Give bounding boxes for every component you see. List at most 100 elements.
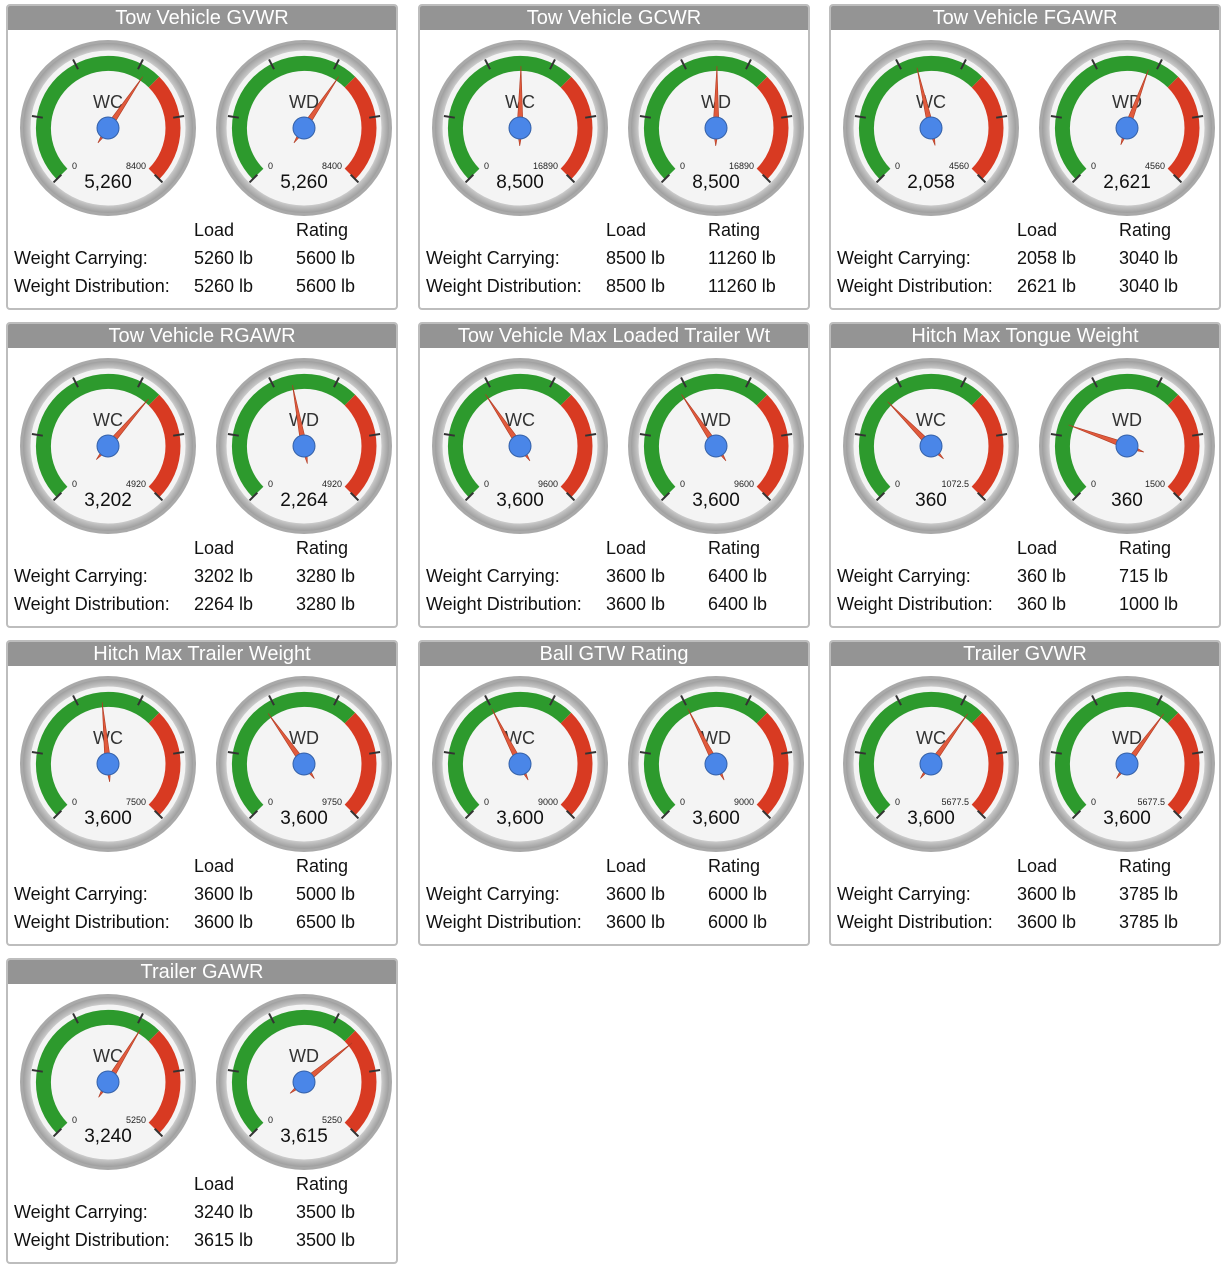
gauge-tick [52, 491, 63, 502]
gauge-value: 360 [915, 490, 947, 511]
gauge-red-zone [971, 76, 1004, 180]
gauge-hub [508, 434, 532, 458]
weight-carrying-row: Weight Carrying: 2058 lb 3040 lb [837, 244, 1217, 272]
rating-cell: Rating [708, 220, 761, 240]
weight-distribution-row: Weight Distribution: 3600 lb 6400 lb [426, 590, 806, 618]
gauge-tick [268, 376, 275, 388]
gauge-red-zone [344, 76, 377, 180]
gauge-tick [1156, 694, 1163, 706]
weight-distribution-gauge: WD 0 1500 360 [1037, 356, 1217, 536]
gauge-tick [996, 432, 1008, 437]
gauge-tick [1192, 114, 1204, 119]
gauge-tick [153, 491, 164, 502]
weight-carrying-gauge: WC 0 7500 3,600 [18, 674, 198, 854]
table-header-row: Load Rating [426, 216, 806, 244]
gauge-tick [227, 1068, 239, 1073]
gauge-panel: Tow Vehicle GVWR WC 0 8400 5,260 WD 0 8400 5,260… [6, 4, 398, 310]
weight-carrying-row: Weight Carrying: 5260 lb 5600 lb [14, 244, 394, 272]
gauge-panel: Tow Vehicle FGAWR WC 0 4560 2,058 WD 0 4560 2,62… [829, 4, 1221, 310]
gauge-tick [349, 809, 360, 820]
gauge-tick [639, 432, 651, 437]
gauge-max-label: 9000 [538, 797, 558, 807]
gauge-red-zone [560, 76, 593, 180]
row-label: Weight Carrying: [14, 884, 148, 904]
gauge-green-zone [231, 1009, 356, 1134]
gauge-hub [919, 116, 943, 140]
gauge-value: 3,202 [84, 490, 132, 511]
gauge-green-zone [1054, 373, 1179, 498]
gauge-tick [248, 173, 259, 184]
load-cell: 3600 lb [606, 594, 666, 614]
gauge-tick [31, 1068, 43, 1073]
gauge-tick [484, 376, 491, 388]
gauge-label: WC [93, 728, 123, 748]
rating-cell: Rating [1119, 538, 1172, 558]
gauge-hub [96, 752, 120, 776]
weight-distribution-row: Weight Distribution: 8500 lb 11260 lb [426, 272, 806, 300]
load-cell: Load [1017, 220, 1058, 240]
weight-carrying-gauge: WC 0 5250 3,240 [18, 992, 198, 1172]
rating-cell: 6000 lb [708, 912, 768, 932]
load-rating-table: Load Rating Weight Carrying: 8500 lb 11260 l… [426, 216, 806, 300]
gauge-value: 3,600 [1103, 808, 1151, 829]
gauge-tick [227, 750, 239, 755]
gauge-tick [680, 694, 687, 706]
gauge-tick [895, 694, 902, 706]
rating-cell: Rating [1119, 220, 1172, 240]
load-cell: 2621 lb [1017, 276, 1077, 296]
weight-carrying-row: Weight Carrying: 3600 lb 5000 lb [14, 880, 394, 908]
gauge-red-zone [756, 76, 789, 180]
gauge-max-label: 4920 [322, 479, 342, 489]
gauge-red-zone [148, 712, 181, 816]
weight-distribution-gauge: WD 0 4560 2,621 [1037, 38, 1217, 218]
weight-carrying-gauge: WC 0 4920 3,202 [18, 356, 198, 536]
gauge-tick [1172, 173, 1183, 184]
gauge-tick [1071, 491, 1082, 502]
gauge-min-label: 0 [268, 479, 273, 489]
row-label: Weight Carrying: [14, 248, 148, 268]
gauge-tick [52, 1127, 63, 1138]
load-cell: 2058 lb [1017, 248, 1077, 268]
panel-title: Tow Vehicle Max Loaded Trailer Wt [420, 324, 808, 348]
panel-title: Tow Vehicle FGAWR [831, 6, 1219, 30]
rating-cell: 3280 lb [296, 566, 356, 586]
gauge-red-zone [148, 1030, 181, 1134]
gauge-tick [1091, 694, 1098, 706]
gauge-tick [895, 58, 902, 70]
gauge-max-label: 5250 [322, 1115, 342, 1125]
gauge-hub [508, 752, 532, 776]
weight-distribution-gauge: WD0168908,500 [626, 38, 806, 218]
gauge-max-label: 9000 [734, 797, 754, 807]
gauge-max-label: 5677.5 [1137, 797, 1165, 807]
gauge-max-label: 8400 [126, 161, 146, 171]
gauge-red-zone [560, 394, 593, 498]
gauge-min-label: 0 [895, 797, 900, 807]
gauge-tick [333, 376, 340, 388]
load-rating-table: Load Rating Weight Carrying: 3600 lb 6000 lb… [426, 852, 806, 936]
load-rating-table: Load Rating Weight Carrying: 5260 lb 5600 lb… [14, 216, 394, 300]
gauge-value: 3,600 [692, 808, 740, 829]
gauge-red-zone [971, 712, 1004, 816]
gauge-tick [31, 114, 43, 119]
gauge-panel: Trailer GAWR WC 0 5250 3,240 WD 0 5250 3,615 Load… [6, 958, 398, 1264]
gauge-tick [248, 809, 259, 820]
gauge-panel: Trailer GVWR WC 0 5677.5 3,600 WD 0 5677.5 3,600… [829, 640, 1221, 946]
gauge-tick [781, 114, 793, 119]
gauge-tick [153, 1127, 164, 1138]
gauge-green-zone [643, 373, 768, 498]
gauge-tick [248, 1127, 259, 1138]
gauge-max-label: 1500 [1145, 479, 1165, 489]
gauge-tick [976, 491, 987, 502]
panel-title: Hitch Max Tongue Weight [831, 324, 1219, 348]
gauge-green-zone [231, 691, 356, 816]
gauge-green-zone [1054, 691, 1179, 816]
gauge-tick [781, 750, 793, 755]
load-cell: 5260 lb [194, 276, 254, 296]
gauge-label: WD [701, 410, 731, 430]
load-cell: 3202 lb [194, 566, 254, 586]
gauge-label: WC [916, 92, 946, 112]
rating-cell: Rating [296, 856, 349, 876]
gauge-min-label: 0 [680, 161, 685, 171]
gauge-tick [1071, 173, 1082, 184]
gauge-tick [464, 173, 475, 184]
